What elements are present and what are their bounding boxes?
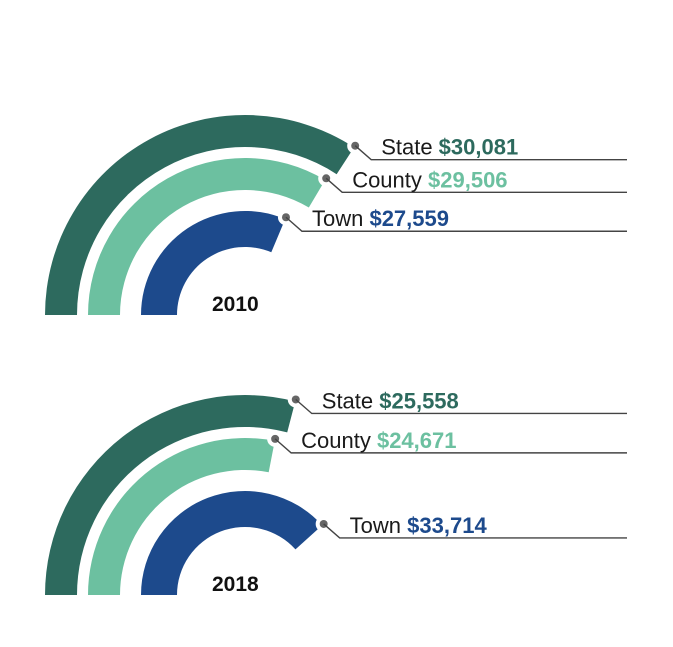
series-name-state: State [381,135,438,160]
series-name-state: State [322,388,379,413]
arc-town-2018 [141,490,323,595]
year-title-2018: 2018 [212,573,259,596]
label-town-2010: Town $27,559 [312,206,449,231]
series-name-county: County [301,428,377,453]
leader-town-2010 [285,216,627,232]
leader-county-2018 [274,438,627,454]
label-town-2018: Town $33,714 [350,513,488,538]
arc-county-2018 [87,438,275,595]
arc-county-2010 [88,158,326,315]
label-state-2010: State $30,081 [381,135,518,160]
year-title-2010: 2010 [212,293,259,316]
value-label-town: $33,714 [407,513,487,538]
value-label-state: $30,081 [439,135,519,160]
series-name-town: Town [312,206,369,231]
label-state-2018: State $25,558 [322,388,459,413]
label-county-2010: County $29,506 [352,167,507,192]
series-name-county: County [352,167,428,192]
leader-county-2010 [325,177,627,193]
value-label-town: $27,559 [369,206,449,231]
leader-town-2018 [323,523,627,539]
value-label-state: $25,558 [379,388,459,413]
leader-state-2018 [295,398,627,415]
value-label-county: $29,506 [428,167,508,192]
series-name-town: Town [350,513,407,538]
arc-town-2010 [141,210,286,315]
label-county-2018: County $24,671 [301,428,456,453]
chart-panel-2010: State $30,081 County $29,506 Town $27,559 2… [45,115,627,316]
leader-state-2010 [354,145,627,161]
arc-state-2018 [45,395,296,595]
arc-state-2010 [45,115,355,316]
value-label-county: $24,671 [377,428,457,453]
